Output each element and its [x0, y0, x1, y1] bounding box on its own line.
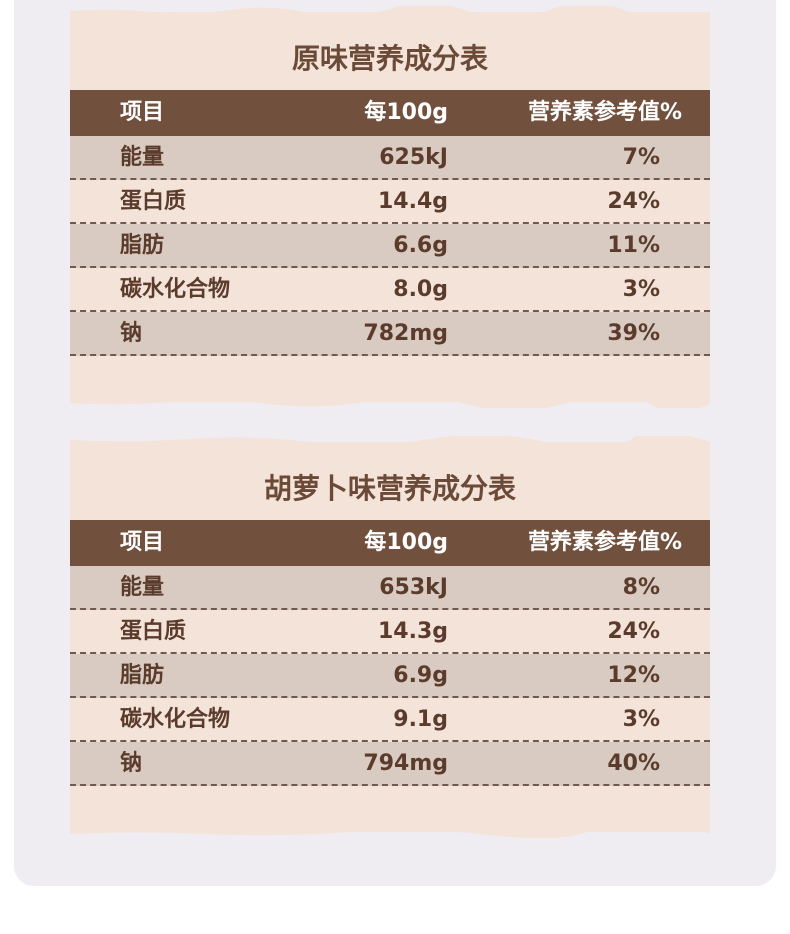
table-row: 能量 653kJ 8%: [70, 566, 710, 610]
row-nrv: 24%: [607, 619, 660, 644]
row-nrv: 40%: [607, 751, 660, 776]
table-title: 原味营养成分表: [291, 42, 488, 75]
row-item: 脂肪: [120, 233, 165, 258]
torn-edge-top: [70, 6, 710, 16]
header-item: 项目: [120, 530, 165, 555]
row-per100g: 14.3g: [377, 619, 448, 644]
table-row: 能量 625kJ 7%: [70, 136, 710, 180]
row-item: 脂肪: [120, 663, 165, 688]
table-row: 蛋白质 14.4g 24%: [70, 180, 710, 224]
row-nrv: 8%: [622, 575, 660, 600]
row-item: 碳水化合物: [120, 277, 231, 302]
nutrition-table: 项目 每100g 营养素参考值% 能量 653kJ 8% 蛋白质 14.3g 2…: [70, 520, 710, 786]
row-item: 碳水化合物: [120, 707, 231, 732]
row-nrv: 3%: [622, 277, 660, 302]
table-row: 脂肪 6.9g 12%: [70, 654, 710, 698]
row-item: 能量: [120, 575, 165, 600]
table-header-row: 项目 每100g 营养素参考值%: [70, 90, 710, 136]
row-nrv: 11%: [607, 233, 660, 258]
row-per100g: 625kJ: [379, 145, 448, 170]
row-item: 钠: [120, 321, 143, 346]
table-title: 胡萝卜味营养成分表: [263, 472, 516, 505]
torn-edge-bottom: [70, 398, 710, 408]
row-per100g: 8.0g: [393, 277, 448, 302]
nutrition-table: 项目 每100g 营养素参考值% 能量 625kJ 7% 蛋白质 14.4g 2…: [70, 90, 710, 356]
torn-edge-bottom: [70, 828, 710, 838]
row-item: 钠: [120, 751, 143, 776]
row-nrv: 7%: [622, 145, 660, 170]
row-nrv: 24%: [607, 189, 660, 214]
row-nrv: 39%: [607, 321, 660, 346]
header-item: 项目: [120, 100, 165, 125]
row-per100g: 6.6g: [393, 233, 448, 258]
row-item: 蛋白质: [120, 189, 187, 214]
row-per100g: 653kJ: [379, 575, 448, 600]
header-per100g: 每100g: [364, 100, 448, 125]
table-row: 钠 794mg 40%: [70, 742, 710, 786]
nutrition-card-carrot: 胡萝卜味营养成分表 项目 每100g 营养素参考值% 能量 653kJ 8% 蛋…: [70, 436, 710, 838]
table-row: 碳水化合物 9.1g 3%: [70, 698, 710, 742]
nutrition-card-original: 原味营养成分表 项目 每100g 营养素参考值% 能量 625kJ 7% 蛋白质…: [70, 6, 710, 408]
header-nrv: 营养素参考值%: [527, 100, 682, 125]
torn-edge-top: [70, 436, 710, 446]
row-per100g: 782mg: [363, 321, 448, 346]
row-nrv: 3%: [622, 707, 660, 732]
row-per100g: 9.1g: [393, 707, 448, 732]
table-header-row: 项目 每100g 营养素参考值%: [70, 520, 710, 566]
row-nrv: 12%: [607, 663, 660, 688]
row-item: 能量: [120, 145, 165, 170]
table-row: 脂肪 6.6g 11%: [70, 224, 710, 268]
table-row: 蛋白质 14.3g 24%: [70, 610, 710, 654]
header-per100g: 每100g: [364, 530, 448, 555]
table-row: 碳水化合物 8.0g 3%: [70, 268, 710, 312]
header-nrv: 营养素参考值%: [527, 530, 682, 555]
table-row: 钠 782mg 39%: [70, 312, 710, 356]
row-per100g: 6.9g: [393, 663, 448, 688]
row-per100g: 14.4g: [377, 189, 448, 214]
row-per100g: 794mg: [363, 751, 448, 776]
row-item: 蛋白质: [120, 619, 187, 644]
